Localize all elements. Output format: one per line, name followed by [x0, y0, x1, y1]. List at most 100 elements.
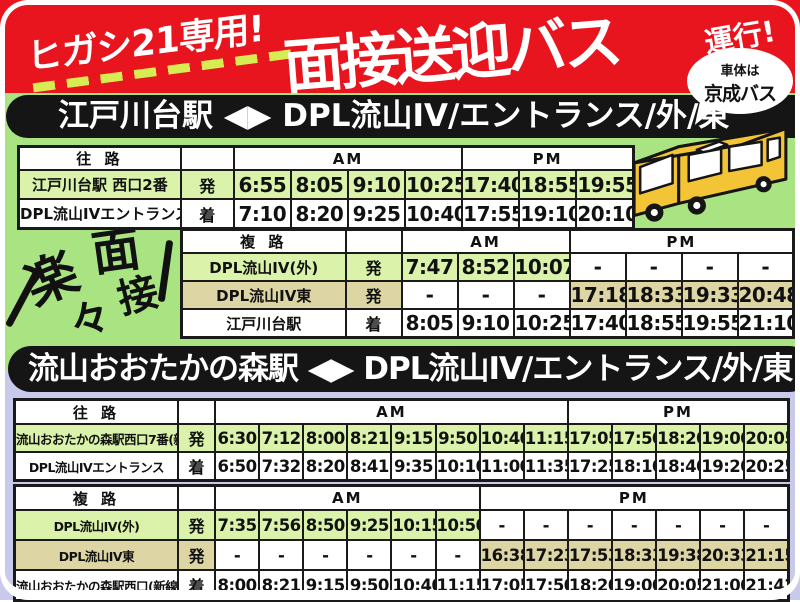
time-cell: 7:10 [232, 198, 292, 230]
time-cell: 17:18 [568, 280, 627, 310]
time-cell: 18:55 [518, 169, 578, 200]
decoration-char: 々 [65, 293, 115, 347]
speech-bubble: 車体は 京成バス [687, 48, 793, 129]
direction-header: 複 路 [13, 484, 179, 511]
time-cell: - [522, 509, 569, 541]
time-cell: - [390, 539, 437, 571]
time-cell: 9:50 [346, 569, 393, 602]
time-cell: 18:10 [611, 451, 658, 482]
direction-header: 往 路 [13, 398, 179, 425]
am-header: AM [400, 228, 571, 254]
time-cell: - [258, 539, 305, 571]
time-cell: 10:10 [434, 451, 481, 482]
time-cell: 11:15 [434, 569, 481, 602]
bus-illustration [632, 127, 788, 222]
time-cell: 10:25 [512, 308, 571, 339]
time-cell: - [680, 252, 739, 282]
bubble-line2: 京成バス [703, 83, 777, 105]
time-cell: 19:20 [699, 451, 746, 482]
station-label: 流山おおたかの森駅西口(新線) [13, 569, 179, 602]
time-cell: 8:05 [400, 308, 459, 339]
emphasis-stroke-right [157, 239, 174, 303]
time-cell: 8:20 [289, 198, 349, 230]
dep-arr-mark: 着 [179, 198, 235, 230]
time-cell: 10:50 [434, 509, 481, 541]
time-cell: 8:50 [302, 509, 349, 541]
time-cell: 17:50 [522, 569, 569, 602]
time-cell: 9:35 [390, 451, 437, 482]
time-cell: 20:25 [743, 451, 790, 482]
station-label: DPL流山IVエントランス [13, 451, 179, 482]
time-cell: 10:40 [478, 423, 525, 453]
time-cell: 7:47 [400, 252, 459, 282]
bus-wheel-hub [693, 201, 701, 210]
decoration-char: 接 [113, 268, 163, 324]
time-cell: 6:30 [213, 423, 261, 453]
time-cell: 17:40 [568, 308, 627, 339]
dep-arr-mark: 発 [176, 423, 216, 453]
decoration-char: 面 [88, 220, 144, 284]
timetable-edogawadai-return: 複 路AMPMDPL流山IV(外)発7:478:5210:07----DPL流山… [180, 228, 796, 339]
time-cell: - [736, 252, 795, 282]
bubble-line1: 車体は [720, 64, 760, 79]
bus-side-window-2 [727, 140, 763, 173]
time-cell: 9:10 [456, 308, 515, 339]
time-cell: - [610, 509, 658, 541]
bus-windshield [638, 153, 674, 195]
time-cell: 18:40 [655, 451, 702, 482]
time-cell: - [456, 280, 515, 310]
time-cell: 17:05 [566, 423, 614, 453]
time-cell: 9:25 [346, 198, 407, 230]
bus-wheel-hub [760, 181, 767, 188]
station-label: 江戸川台駅 [180, 308, 347, 339]
time-cell: 17:53 [566, 539, 613, 571]
time-cell: 11:00 [478, 451, 525, 482]
time-cell: 10:40 [404, 198, 464, 230]
time-cell: 16:38 [478, 539, 525, 571]
time-cell: 17:05 [478, 569, 525, 602]
time-cell: 7:12 [258, 423, 305, 453]
time-cell: - [512, 280, 571, 310]
time-cell: - [213, 539, 261, 571]
time-cell: 17:50 [611, 423, 658, 453]
time-cell: 19:00 [610, 569, 658, 602]
time-cell: 18:20 [655, 423, 702, 453]
time-cell: 20:10 [575, 198, 635, 230]
am-header: AM [232, 145, 464, 171]
station-label: DPL流山IV(外) [13, 509, 179, 541]
time-cell: - [400, 280, 459, 310]
time-cell: 8:05 [289, 169, 349, 200]
direction-header: 複 路 [180, 228, 347, 254]
pm-header: PM [478, 484, 790, 511]
station-label: DPL流山IVエントランス [17, 198, 182, 230]
mark-header [344, 228, 403, 254]
time-cell: - [434, 539, 481, 571]
time-cell: 9:25 [346, 509, 393, 541]
time-cell: 17:23 [522, 539, 569, 571]
time-cell: 6:50 [213, 451, 261, 482]
time-cell: 20:33 [699, 539, 746, 571]
time-cell: 9:15 [390, 423, 437, 453]
time-cell: 8:00 [302, 423, 349, 453]
time-cell: 8:21 [346, 423, 393, 453]
dep-arr-mark: 着 [344, 308, 403, 339]
time-cell: 18:33 [610, 539, 658, 571]
time-cell: 19:10 [518, 198, 578, 230]
time-cell: 8:21 [258, 569, 305, 602]
time-cell: 21:10 [736, 308, 795, 339]
time-cell: 8:00 [213, 569, 261, 602]
time-cell: - [566, 509, 613, 541]
time-cell: 8:41 [346, 451, 393, 482]
dep-arr-mark: 発 [179, 169, 235, 200]
time-cell: 8:20 [302, 451, 349, 482]
dep-arr-mark: 着 [176, 451, 216, 482]
pm-header: PM [568, 228, 795, 254]
station-label: DPL流山IV東 [13, 539, 179, 571]
pm-header: PM [566, 398, 790, 425]
time-cell: - [655, 509, 702, 541]
time-cell: 7:32 [258, 451, 305, 482]
time-cell: 19:00 [699, 423, 746, 453]
time-cell: 19:55 [575, 169, 635, 200]
am-header: AM [213, 398, 569, 425]
